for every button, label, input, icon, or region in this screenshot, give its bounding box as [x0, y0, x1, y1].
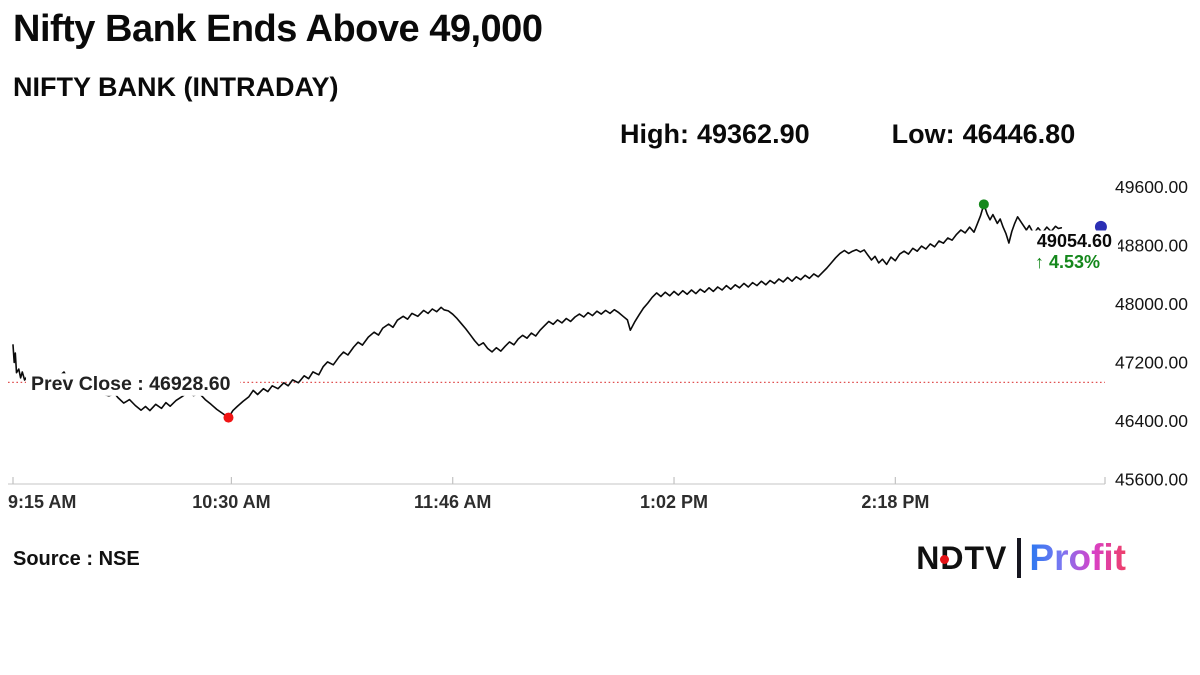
- ndtv-logo: NDTV: [916, 540, 1007, 577]
- x-tick-label-3: 1:02 PM: [640, 492, 708, 512]
- high-value: 49362.90: [696, 119, 810, 149]
- y-tick-label-1: 48800.00: [1115, 236, 1188, 256]
- last-marker-dot: [1094, 220, 1107, 233]
- low-marker-dot: [223, 412, 234, 423]
- high-low-row: High: 49362.90 Low: 46446.80: [620, 119, 1075, 150]
- chart-subtitle: NIFTY BANK (INTRADAY): [13, 72, 339, 102]
- low-value: 46446.80: [962, 119, 1076, 149]
- change-percent-label: ↑ 4.53%: [1035, 252, 1100, 272]
- page-title: Nifty Bank Ends Above 49,000: [13, 8, 543, 50]
- x-tick-label-0: 9:15 AM: [8, 492, 76, 512]
- high-label: High:: [620, 119, 689, 149]
- prev-close-label: Prev Close : 46928.60: [31, 373, 231, 395]
- y-tick-label-5: 45600.00: [1115, 470, 1188, 490]
- profit-logo-text: Profit: [1029, 537, 1126, 578]
- low-label: Low:: [891, 119, 955, 149]
- ndtv-logo-text: NDTV: [916, 539, 1008, 576]
- x-tick-label-2: 11:46 AM: [414, 492, 491, 512]
- y-tick-label-2: 48000.00: [1115, 294, 1188, 314]
- y-tick-label-3: 47200.00: [1115, 353, 1188, 373]
- last-price-label: 49054.60: [1037, 231, 1112, 251]
- intraday-line-chart: 9:15 AM 10:30 AM 11:46 AM 1:02 PM 2:18 PM 496…: [8, 177, 1188, 512]
- source-note: Source : NSE: [13, 548, 140, 570]
- high-stat: High: 49362.90: [620, 119, 810, 150]
- last-price-label-bg: [1026, 230, 1118, 252]
- logo-separator: [1017, 538, 1022, 578]
- low-stat: Low: 46446.80: [892, 119, 1076, 150]
- ndtv-logo-dot: [940, 554, 950, 564]
- y-tick-label-0: 49600.00: [1115, 177, 1188, 197]
- high-marker-dot: [978, 199, 989, 210]
- x-tick-label-1: 10:30 AM: [192, 492, 270, 512]
- x-tick-label-4: 2:18 PM: [861, 492, 929, 512]
- y-tick-label-4: 46400.00: [1115, 411, 1188, 431]
- prev-close-label-bg: [26, 373, 240, 396]
- ndtv-profit-logo: NDTV Profit: [916, 533, 1126, 583]
